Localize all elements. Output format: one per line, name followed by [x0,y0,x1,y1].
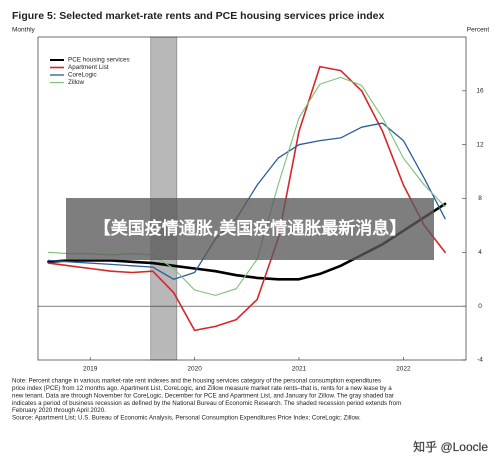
legend-label: CoreLogic [68,72,97,79]
y-tick-label: 8 [478,195,482,202]
series-line [47,65,446,332]
notes: Note: Percent change in various market-r… [12,378,401,422]
legend-label: PCE housing services [68,57,130,64]
banner: 【美国疫情通胀,美国疫情通胀最新消息】 [93,219,407,239]
note-line: price index (PCE) from 12 months ago. Ap… [12,385,392,392]
y-tick-label: -4 [477,357,483,364]
y-tick-label: 12 [476,141,484,148]
legend-label: Zillow [68,79,85,86]
chart-title: Figure 5: Selected market-rate rents and… [12,10,384,22]
note-line: new tenant. Data are through November fo… [12,392,394,399]
right-label: Percent [467,27,490,34]
y-tick-label: 0 [478,303,482,310]
note-line: Source: Apartment List; U.S. Bureau of E… [12,415,361,422]
left-label: Monthly [12,27,36,34]
x-tick-label: 2019 [83,366,98,373]
banner-text: 【美国疫情通胀,美国疫情通胀最新消息】 [93,219,407,239]
x-tick-label: 2021 [292,366,307,373]
banner-bg [66,198,434,260]
note-line: Note: Percent change in various market-r… [12,378,381,385]
plot-frame [37,36,467,361]
x-tick-label: 2020 [187,366,202,373]
y-tick-label: 16 [476,88,484,95]
overlay: 【美国疫情通胀,美国疫情通胀最新消息】知乎 @Loocle [66,198,489,454]
watermark: 知乎 @Loocle [413,440,488,454]
y-tick-label: 4 [478,249,482,256]
x-tick-label: 2022 [396,366,411,373]
note-line: February 2020 through April 2020. [12,407,106,414]
legend-label: Apartment List [68,64,109,71]
note-line: indicates a period of business recession… [12,400,401,407]
